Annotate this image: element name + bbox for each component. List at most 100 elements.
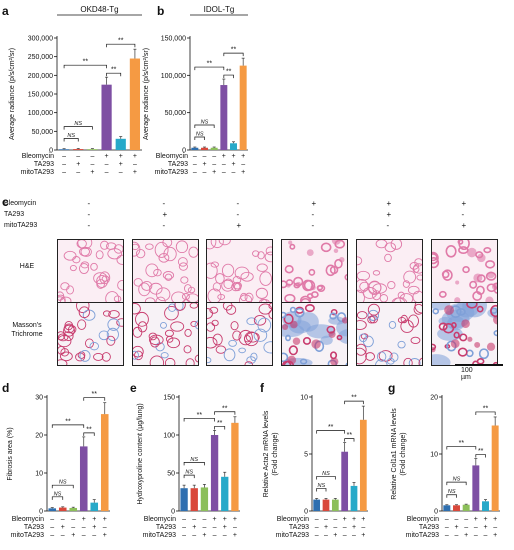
treatment-label: Bleomycin [144,516,176,523]
treatment-sign: – [352,532,356,539]
treatment-sign: – [192,516,196,523]
treatment-sign: + [233,532,237,539]
y-axis-label: Hydroxyproline content (µg/lung) [137,403,144,504]
y-tick-label: 300,000 [28,36,53,43]
treatment-sign: + [493,516,497,523]
y-tick-label: 50 [167,471,175,478]
y-axis-label: Average radiance (p/s/cm²/sr) [9,48,16,140]
bar-bleomycin-mitota293 [491,425,499,511]
significance-bracket [183,474,195,479]
treatment-sign: – [361,524,365,531]
chart-panel-a: 0 50,000 100,000 150,000 200,000 250,000 300,0… [9,5,142,176]
histology-treatment-sign: - [87,210,91,219]
significance-label: NS [318,483,326,489]
significance-label: ** [328,424,334,431]
treatment-sign: – [203,153,207,160]
panel-letter-c: c [2,195,9,209]
y-tick-label: 0 [304,509,308,516]
significance-label: NS [196,132,204,138]
bar-bleomycin-mitota293 [239,65,247,150]
bar-bleomycin [220,85,228,150]
y-tick-label: 20 [430,395,438,402]
significance-label: NS [67,133,75,139]
treatment-label: Bleomycin [277,516,309,523]
treatment-sign: + [324,524,328,531]
panel-letter-a: a [2,4,9,18]
bar-bleomycin-ta293 [115,138,126,150]
y-axis-label: Fibrosis area (%) [7,427,14,480]
significance-bracket [344,438,355,442]
histology-treatment-label: mitoTA293 [4,222,38,229]
bar-bleomycin-mitota293 [100,414,109,511]
significance-label: NS [59,480,67,486]
histology-treatment-sign: - [311,221,315,230]
y-tick-label: 50,000 [165,110,187,117]
panel-letter-f: f [260,381,264,395]
masson-image-6 [431,302,498,366]
y-tick-label: 0 [49,148,53,155]
treatment-sign: – [223,532,227,539]
treatment-sign: – [232,169,236,176]
significance-bracket [214,411,236,415]
y-tick-label: 100,000 [28,110,53,117]
significance-bracket [183,462,205,466]
significance-bracket [344,400,364,405]
significance-bracket [223,74,234,79]
significance-bracket [63,138,79,142]
significance-label: ** [197,412,203,419]
treatment-sign: – [324,532,328,539]
significance-bracket [83,397,106,401]
histology-treatment-sign: - [87,199,91,208]
y-tick-label: 250,000 [28,54,53,61]
treatment-sign: – [50,516,54,523]
bar-ta293 [73,149,84,150]
histology-treatment-sign: - [236,199,240,208]
bar-bleomycin-ta293 [482,501,489,511]
significance-label: NS [201,120,209,126]
treatment-sign: – [343,532,347,539]
significance-label: ** [92,391,98,398]
treatment-sign: – [62,161,66,168]
treatment-sign: + [241,169,245,176]
y-tick-label: 5 [304,452,308,459]
treatment-sign: – [212,153,216,160]
treatment-sign: – [484,532,488,539]
treatment-sign: – [192,532,196,539]
significance-label: ** [217,420,223,427]
y-tick-label: 0 [434,509,438,516]
row-label-masson: Masson's Trichrome [11,322,43,338]
significance-bracket [183,418,215,422]
significance-bracket [83,432,95,436]
chart-title: IDOL-Tg [204,5,235,14]
panel-letter-d: d [2,381,10,395]
y-tick-label: 10 [430,452,438,459]
treatment-sign: – [76,153,80,160]
treatment-sign: – [105,169,109,176]
bar-mitota293 [69,507,78,511]
treatment-sign: – [202,516,206,523]
bar-bleomycin [341,451,349,511]
significance-label: NS [185,470,193,476]
significance-bracket [51,424,85,428]
treatment-sign: – [71,516,75,523]
masson-image-5 [356,302,423,366]
treatment-sign: – [474,532,478,539]
y-tick-label: 20 [35,433,43,440]
treatment-sign: – [193,153,197,160]
chart-panel-d: 0 10 20 30 Fibrosis area (%) NS NS ** ** ** Bleomy… [7,391,110,539]
treatment-sign: + [343,516,347,523]
significance-label: ** [118,38,124,45]
treatment-sign: + [223,516,227,523]
treatment-sign: + [192,524,196,531]
treatment-sign: + [222,153,226,160]
y-tick-label: 200,000 [28,73,53,80]
he-image-1 [57,239,124,303]
panel-letter-e: e [130,381,137,395]
significance-bracket [316,476,336,480]
treatment-sign: + [474,516,478,523]
treatment-sign: + [119,153,123,160]
significance-bracket [106,72,122,77]
he-image-4 [281,239,348,303]
treatment-sign: – [50,524,54,531]
significance-label: ** [231,47,237,54]
